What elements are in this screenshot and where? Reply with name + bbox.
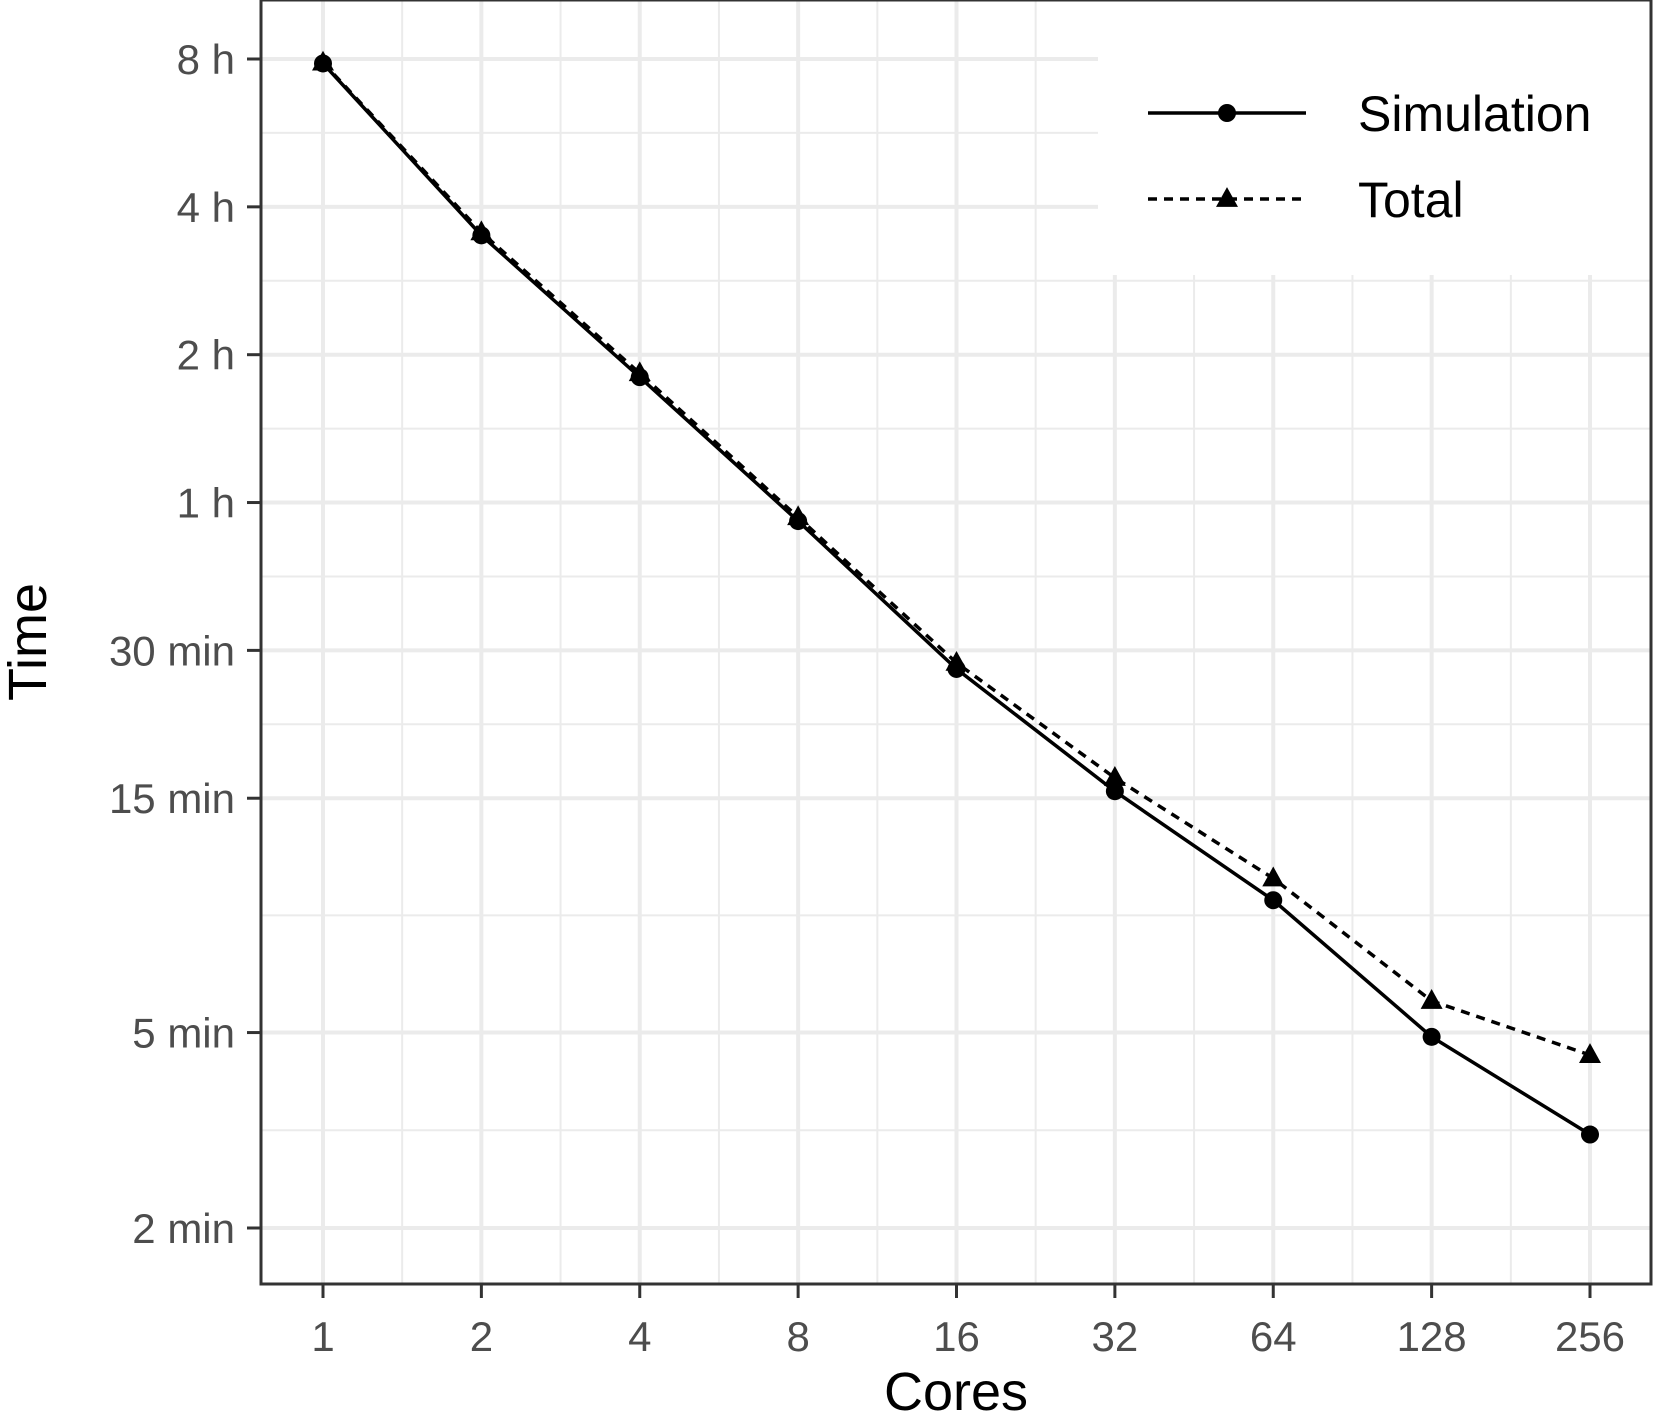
data-point-simulation xyxy=(1105,782,1124,801)
y-tick-label: 2 h xyxy=(177,332,235,379)
data-point-total xyxy=(945,650,968,671)
x-tick-label: 8 xyxy=(786,1313,809,1360)
x-axis-title: Cores xyxy=(884,1362,1028,1422)
data-point-total xyxy=(470,220,493,241)
data-point-total xyxy=(1262,866,1285,887)
data-point-simulation xyxy=(1264,891,1283,910)
x-tick-label: 32 xyxy=(1092,1313,1139,1360)
data-point-total xyxy=(628,361,651,382)
data-point-total xyxy=(1103,766,1126,786)
y-axis: 2 min 5 min 15 min 30 min 1 h 2 h 4 h 8 h xyxy=(109,36,261,1252)
data-point-total xyxy=(1579,1043,1601,1063)
series-total xyxy=(312,50,1601,1063)
y-tick-label: 15 min xyxy=(109,775,235,822)
data-point-total xyxy=(1420,989,1443,1009)
legend-label: Simulation xyxy=(1358,86,1591,142)
x-tick-label: 256 xyxy=(1555,1313,1625,1360)
x-tick-label: 64 xyxy=(1250,1313,1297,1360)
legend-key-total xyxy=(1148,187,1306,207)
x-tick-label: 2 xyxy=(470,1313,493,1360)
data-point-total xyxy=(787,505,810,526)
data-point-total xyxy=(312,50,334,71)
y-tick-label: 4 h xyxy=(177,184,235,231)
y-tick-label: 8 h xyxy=(177,36,235,83)
legend-key-simulation xyxy=(1148,104,1306,122)
x-tick-label: 1 xyxy=(311,1313,334,1360)
y-tick-label: 2 min xyxy=(132,1205,235,1252)
x-tick-label: 4 xyxy=(628,1313,651,1360)
data-point-simulation xyxy=(1422,1027,1441,1046)
y-axis-title: Time xyxy=(0,583,58,701)
legend-key-marker xyxy=(1216,187,1238,207)
legend: Simulation Total xyxy=(1098,20,1640,275)
y-tick-label: 1 h xyxy=(177,480,235,527)
x-axis: 1 2 4 8 16 32 64 128 256 xyxy=(311,1284,1625,1360)
x-tick-label: 16 xyxy=(933,1313,980,1360)
data-point-simulation xyxy=(1581,1125,1599,1144)
legend-background xyxy=(1098,20,1640,275)
y-tick-label: 30 min xyxy=(109,627,235,674)
grid xyxy=(261,0,1651,1284)
y-tick-label: 5 min xyxy=(132,1010,235,1057)
legend-key-marker xyxy=(1218,104,1236,122)
legend-label: Total xyxy=(1358,172,1464,228)
series-layer xyxy=(312,50,1601,1144)
x-tick-label: 128 xyxy=(1397,1313,1467,1360)
